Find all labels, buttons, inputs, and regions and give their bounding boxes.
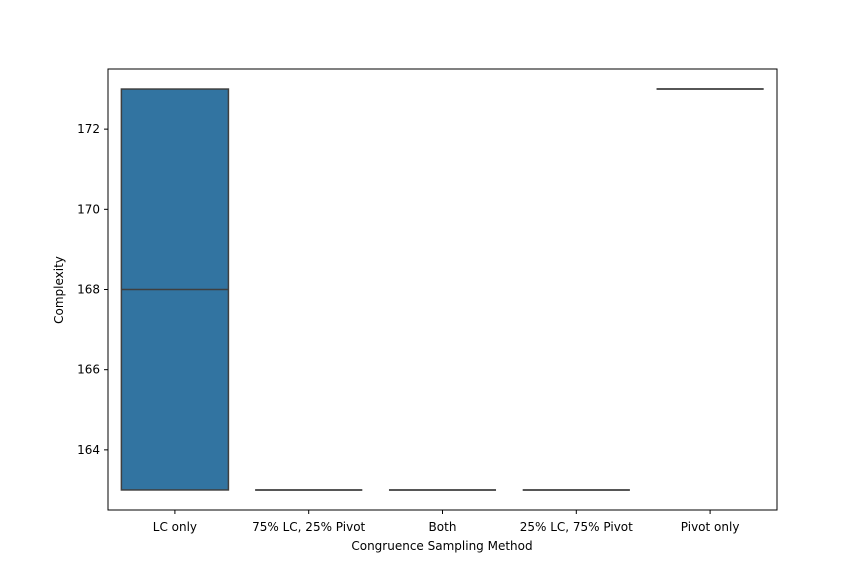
x-tick-label: LC only [153, 520, 197, 534]
x-tick-label: Both [429, 520, 457, 534]
box-0 [120, 88, 230, 491]
x-axis: LC only 75% LC, 25% Pivot Both 25% LC, 75% … [153, 510, 740, 534]
y-tick-label: 168 [77, 283, 100, 297]
y-tick-label: 166 [77, 363, 100, 377]
x-tick-label: Pivot only [681, 520, 740, 534]
y-tick-label: 172 [77, 122, 100, 136]
y-axis: 164 166 168 170 172 [77, 122, 108, 457]
x-tick-label: 75% LC, 25% Pivot [252, 520, 365, 534]
y-axis-label: Complexity [52, 256, 66, 324]
y-tick-label: 164 [77, 443, 100, 457]
y-tick-label: 170 [77, 202, 100, 216]
boxes-layer [120, 88, 764, 491]
x-tick-label: 25% LC, 75% Pivot [520, 520, 633, 534]
x-axis-label: Congruence Sampling Method [351, 539, 532, 553]
